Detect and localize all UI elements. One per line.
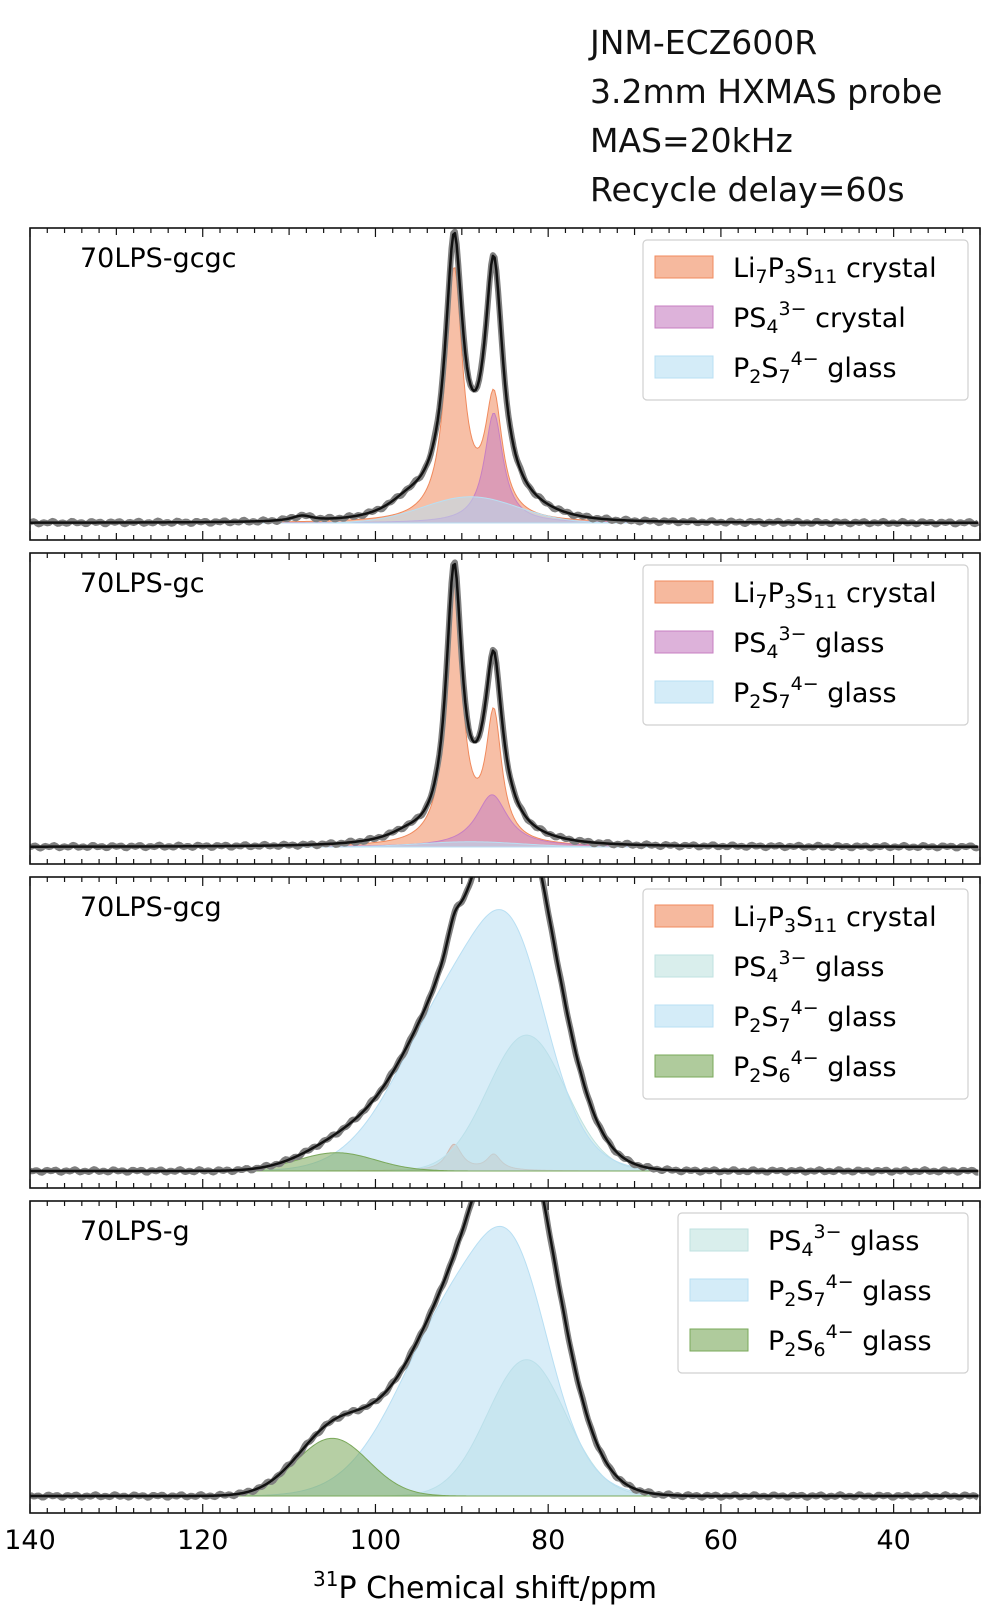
legend-swatch	[689, 1278, 749, 1302]
legend-entry: P2S64− glass	[768, 1321, 932, 1361]
x-axis-title: 31P Chemical shift/ppm	[313, 1567, 657, 1606]
instrument-line: MAS=20kHz	[590, 121, 793, 160]
panel-label: 70LPS-g	[80, 1216, 190, 1247]
spectrum-panel: 70LPS-g PS43− glass P2S74− glass P2S64− gla…	[29, 1200, 981, 1514]
legend: Li7P3S11 crystal PS43− crystal P2S74− glas…	[642, 239, 969, 401]
fit-spectrum	[30, 1201, 979, 1498]
panel-frame	[29, 227, 981, 541]
legend-entry: P2S74− glass	[733, 997, 897, 1037]
instrument-line: 3.2mm HXMAS probe	[590, 72, 943, 111]
legend-swatch	[654, 954, 714, 978]
x-tick-label: 80	[531, 1525, 565, 1556]
instrument-info: JNM-ECZ600R 3.2mm HXMAS probe MAS=20kHz …	[590, 18, 942, 214]
legend-entry: Li7P3S11 crystal	[733, 578, 937, 613]
legend-box	[677, 1212, 969, 1374]
legend: Li7P3S11 crystal PS43− glass P2S74− glass	[642, 564, 969, 726]
x-tick-label: 140	[4, 1525, 56, 1556]
x-tick-label: 120	[177, 1525, 229, 1556]
panel-label: 70LPS-gcg	[80, 892, 222, 923]
legend-entry: P2S74− glass	[733, 348, 897, 388]
legend-entry: PS43− crystal	[733, 298, 906, 338]
legend-swatch	[654, 305, 714, 329]
legend-swatch	[654, 255, 714, 279]
legend-entry: PS43− glass	[768, 1221, 919, 1261]
legend-swatch	[654, 680, 714, 704]
fit-spectrum	[30, 562, 979, 849]
legend-swatch	[654, 630, 714, 654]
legend-swatch	[654, 904, 714, 928]
legend-swatch	[654, 355, 714, 379]
legend-swatch	[689, 1328, 749, 1352]
panel-frame	[29, 876, 981, 1189]
fit-spectrum	[30, 231, 979, 525]
legend-box	[642, 564, 969, 726]
x-tick-label: 60	[704, 1525, 738, 1556]
legend-entry: P2S64− glass	[733, 1047, 897, 1087]
fit-spectrum	[30, 877, 979, 1173]
legend-box	[642, 888, 969, 1100]
legend-entry: P2S74− glass	[733, 673, 897, 713]
legend-entry: Li7P3S11 crystal	[733, 902, 937, 937]
legend-entry: PS43− glass	[733, 623, 884, 663]
instrument-line: Recycle delay=60s	[590, 170, 905, 209]
spectrum-panel: 70LPS-gcg Li7P3S11 crystal PS43− glass P2S7…	[29, 876, 981, 1189]
spectrum-panel: 70LPS-gcgc Li7P3S11 crystal PS43− crystal P…	[29, 227, 981, 541]
legend-swatch	[654, 1054, 714, 1078]
legend-swatch	[689, 1228, 749, 1252]
legend-swatch	[654, 580, 714, 604]
panel-frame	[29, 552, 981, 865]
spectrum-panel: 70LPS-gc Li7P3S11 crystal PS43− glass P2S74…	[29, 552, 981, 865]
legend: Li7P3S11 crystal PS43− glass P2S74− glass P…	[642, 888, 969, 1100]
legend-box	[642, 239, 969, 401]
x-tick-label: 40	[876, 1525, 910, 1556]
legend-entry: Li7P3S11 crystal	[733, 253, 937, 288]
legend-entry: PS43− glass	[733, 947, 884, 987]
panel-frame	[29, 1200, 981, 1514]
legend: PS43− glass P2S74− glass P2S64− glass	[677, 1212, 969, 1374]
panel-label: 70LPS-gc	[80, 568, 205, 599]
instrument-line: JNM-ECZ600R	[590, 23, 818, 62]
panel-label: 70LPS-gcgc	[80, 243, 237, 274]
legend-entry: P2S74− glass	[768, 1271, 932, 1311]
x-tick-label: 100	[350, 1525, 402, 1556]
legend-swatch	[654, 1004, 714, 1028]
